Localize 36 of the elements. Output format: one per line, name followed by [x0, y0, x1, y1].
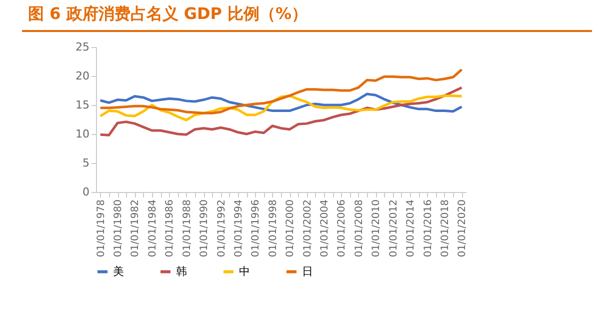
legend-label: 中: [239, 264, 250, 278]
x-tick-label: 01/01/2020: [457, 200, 468, 258]
y-tick-label: 20: [76, 70, 90, 82]
legend-label: 韩: [176, 264, 187, 278]
x-tick-label: 01/01/2006: [336, 200, 348, 258]
x-tick-label: 01/01/2010: [371, 200, 382, 258]
y-tick-label: 15: [76, 98, 90, 112]
x-tick-label: 01/01/1992: [216, 200, 228, 258]
x-tick-label: 01/01/2016: [422, 200, 434, 258]
x-tick-label: 01/01/2012: [388, 200, 400, 258]
x-tick-label: 01/01/2018: [440, 200, 451, 258]
x-tick-label: 01/01/1998: [268, 200, 279, 258]
x-tick-label: 01/01/1984: [147, 200, 158, 258]
y-tick-label: 0: [82, 186, 90, 198]
x-tick-label: 01/01/1988: [182, 200, 193, 258]
x-tick-label: 01/01/2008: [354, 200, 365, 258]
y-tick-label: 25: [76, 40, 90, 54]
x-tick-label: 01/01/1986: [164, 200, 176, 258]
x-tick-label: 01/01/1982: [130, 200, 142, 258]
legend-label: 美: [113, 264, 124, 278]
y-tick-label: 5: [82, 156, 90, 170]
legend-label: 日: [302, 264, 313, 278]
x-tick-label: 01/01/2002: [302, 200, 314, 258]
line-series: [99, 68, 463, 114]
x-tick-label: 01/01/1996: [250, 200, 262, 258]
y-tick-label: 10: [76, 128, 90, 140]
x-tick-label: 01/01/2014: [406, 200, 417, 258]
x-tick-label: 01/01/1980: [113, 200, 124, 258]
line-series: [99, 86, 463, 136]
chart-title: 图 6 政府消费占名义 GDP 比例（%）: [28, 4, 308, 25]
x-tick-label: 01/01/1978: [96, 200, 107, 258]
line-series: [99, 92, 463, 113]
x-tick-label: 01/01/2004: [320, 200, 331, 258]
x-tick-label: 01/01/1994: [233, 200, 244, 258]
x-tick-label: 01/01/1990: [199, 200, 210, 258]
x-tick-label: 01/01/2000: [285, 200, 296, 258]
